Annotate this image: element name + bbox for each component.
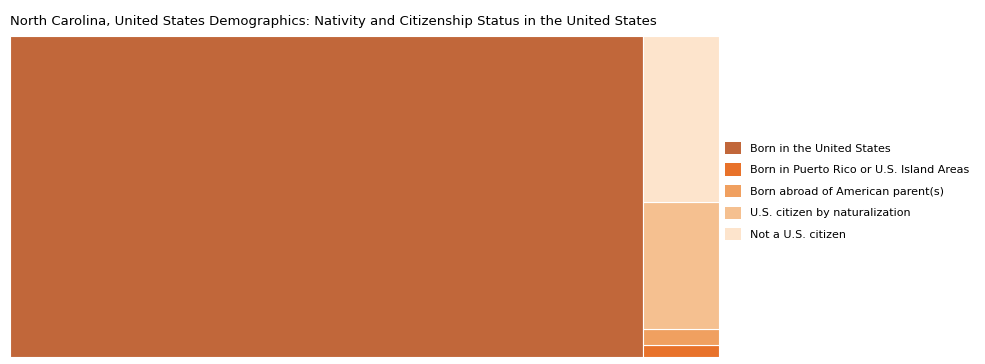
- Bar: [642, 202, 719, 329]
- Bar: [10, 36, 642, 357]
- Bar: [642, 329, 719, 345]
- Legend: Born in the United States, Born in Puerto Rico or U.S. Island Areas, Born abroad: Born in the United States, Born in Puert…: [725, 142, 969, 240]
- Bar: [642, 345, 719, 357]
- Text: North Carolina, United States Demographics: Nativity and Citizenship Status in t: North Carolina, United States Demographi…: [10, 15, 657, 28]
- Bar: [642, 36, 719, 202]
